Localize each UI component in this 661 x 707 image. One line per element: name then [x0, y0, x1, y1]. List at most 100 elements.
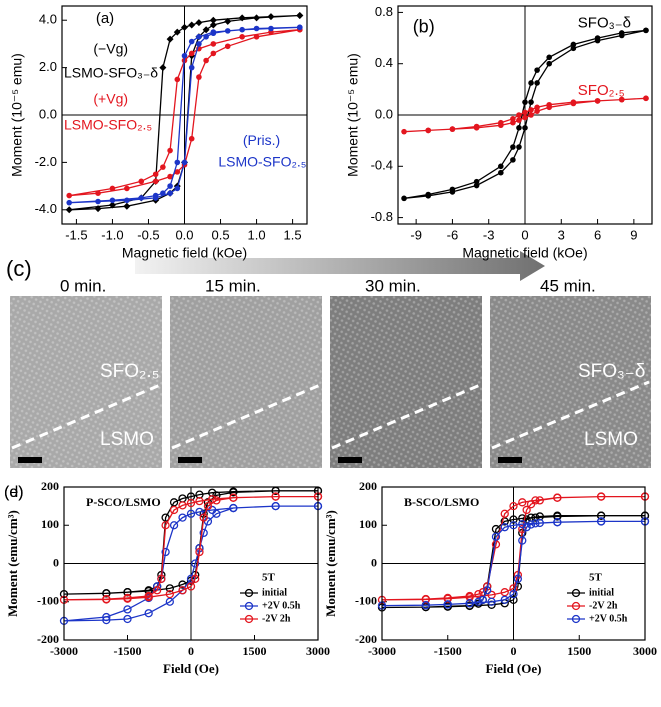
x-tick-label: 0: [511, 644, 517, 658]
legend-title: 5T: [262, 572, 276, 584]
x-tick-label: -3000: [368, 644, 396, 658]
marker: [271, 492, 280, 501]
marker: [174, 159, 181, 166]
marker: [500, 523, 509, 532]
x-axis-label: Magnetic field (kOe): [462, 245, 587, 261]
chart-panel: (d) -3000 -1500 0 1500 3000 -200 -100 0 100 200 Fie…: [4, 479, 330, 676]
x-tick-label: 6: [594, 227, 601, 242]
marker: [152, 586, 162, 595]
legend-swatch: [571, 601, 581, 611]
marker: [546, 54, 552, 61]
scale-bar: [498, 457, 522, 463]
marker: [522, 505, 531, 515]
marker: [478, 595, 487, 604]
annotation: (+Vg): [93, 90, 128, 106]
marker: [253, 34, 260, 40]
legend-swatch: [244, 588, 254, 598]
marker: [229, 493, 238, 502]
annotation: SFO₂.₅: [578, 82, 625, 99]
marker: [123, 202, 131, 210]
marker: [474, 589, 483, 599]
marker: [178, 513, 187, 522]
marker: [169, 498, 179, 507]
marker: [208, 495, 217, 504]
x-tick-label: -0.5: [137, 227, 159, 242]
marker: [509, 595, 518, 604]
tem-images: [10, 296, 651, 468]
marker: [196, 41, 202, 47]
y-tick-label: -200: [37, 632, 59, 646]
marker: [528, 112, 534, 118]
marker: [161, 521, 170, 530]
marker: [449, 189, 456, 195]
marker: [443, 600, 452, 609]
marker: [161, 547, 170, 557]
marker: [528, 107, 534, 113]
marker: [188, 64, 195, 71]
marker: [144, 593, 153, 602]
panel-label: (d): [4, 484, 24, 501]
marker: [210, 30, 217, 37]
y-tick-label: -4.0: [35, 201, 57, 216]
marker: [401, 128, 407, 135]
marker: [516, 117, 522, 123]
marker: [123, 614, 132, 624]
marker: [509, 589, 518, 599]
y-tick-label: 200: [359, 479, 377, 493]
marker: [510, 119, 516, 126]
marker: [161, 513, 170, 522]
legend-swatch: [571, 614, 581, 624]
plot-frame: [61, 5, 308, 225]
marker: [173, 28, 181, 36]
marker: [498, 122, 504, 129]
marker: [522, 99, 528, 105]
x-tick-label: 1500: [243, 644, 267, 658]
x-axis-label: Magnetic field (kOe): [122, 245, 247, 261]
legend-label: -2V 2h: [262, 613, 291, 624]
marker: [195, 19, 203, 27]
y-tick-label: 0: [371, 555, 377, 569]
marker: [95, 198, 101, 205]
scale-bar: [18, 457, 42, 463]
marker: [159, 64, 167, 72]
y-tick-label: -200: [355, 632, 377, 646]
chart-title: B-SCO/LSMO: [404, 495, 479, 509]
marker: [534, 104, 540, 111]
marker: [597, 517, 606, 526]
y-tick-label: -2.0: [35, 154, 57, 169]
marker: [594, 37, 601, 44]
marker: [546, 60, 552, 67]
marker: [124, 197, 130, 204]
marker: [522, 523, 531, 532]
x-tick-label: 3000: [306, 644, 330, 658]
time-label: 30 min.: [365, 276, 421, 295]
marker: [212, 496, 221, 505]
marker: [491, 532, 501, 541]
marker: [513, 574, 523, 583]
marker: [473, 178, 480, 185]
annotation: (Pris.): [243, 132, 280, 148]
x-tick-label: -3000: [50, 644, 78, 658]
marker: [618, 32, 625, 39]
legend-swatch: [244, 601, 254, 611]
interface-line: [491, 380, 650, 450]
marker: [534, 108, 540, 114]
chart-panel: (e) -3000 -1500 0 1500 3000 -200 -100 0 100 200 Fie…: [4, 479, 657, 676]
marker: [443, 602, 452, 611]
marker: [425, 192, 432, 199]
marker: [516, 112, 522, 118]
marker: [531, 519, 540, 528]
lattice-texture: [10, 296, 651, 468]
marker: [174, 185, 181, 192]
marker: [500, 509, 509, 518]
marker: [268, 25, 274, 32]
marker: [212, 509, 221, 518]
y-axis-label: Moment (emu/cm³): [5, 510, 20, 617]
plot-frame: [381, 486, 646, 641]
marker: [209, 21, 217, 29]
scale-bar: [178, 457, 202, 463]
annotation: (a): [96, 10, 114, 27]
marker: [191, 559, 200, 568]
legend-label: -2V 2h: [589, 600, 618, 611]
marker: [509, 521, 518, 530]
